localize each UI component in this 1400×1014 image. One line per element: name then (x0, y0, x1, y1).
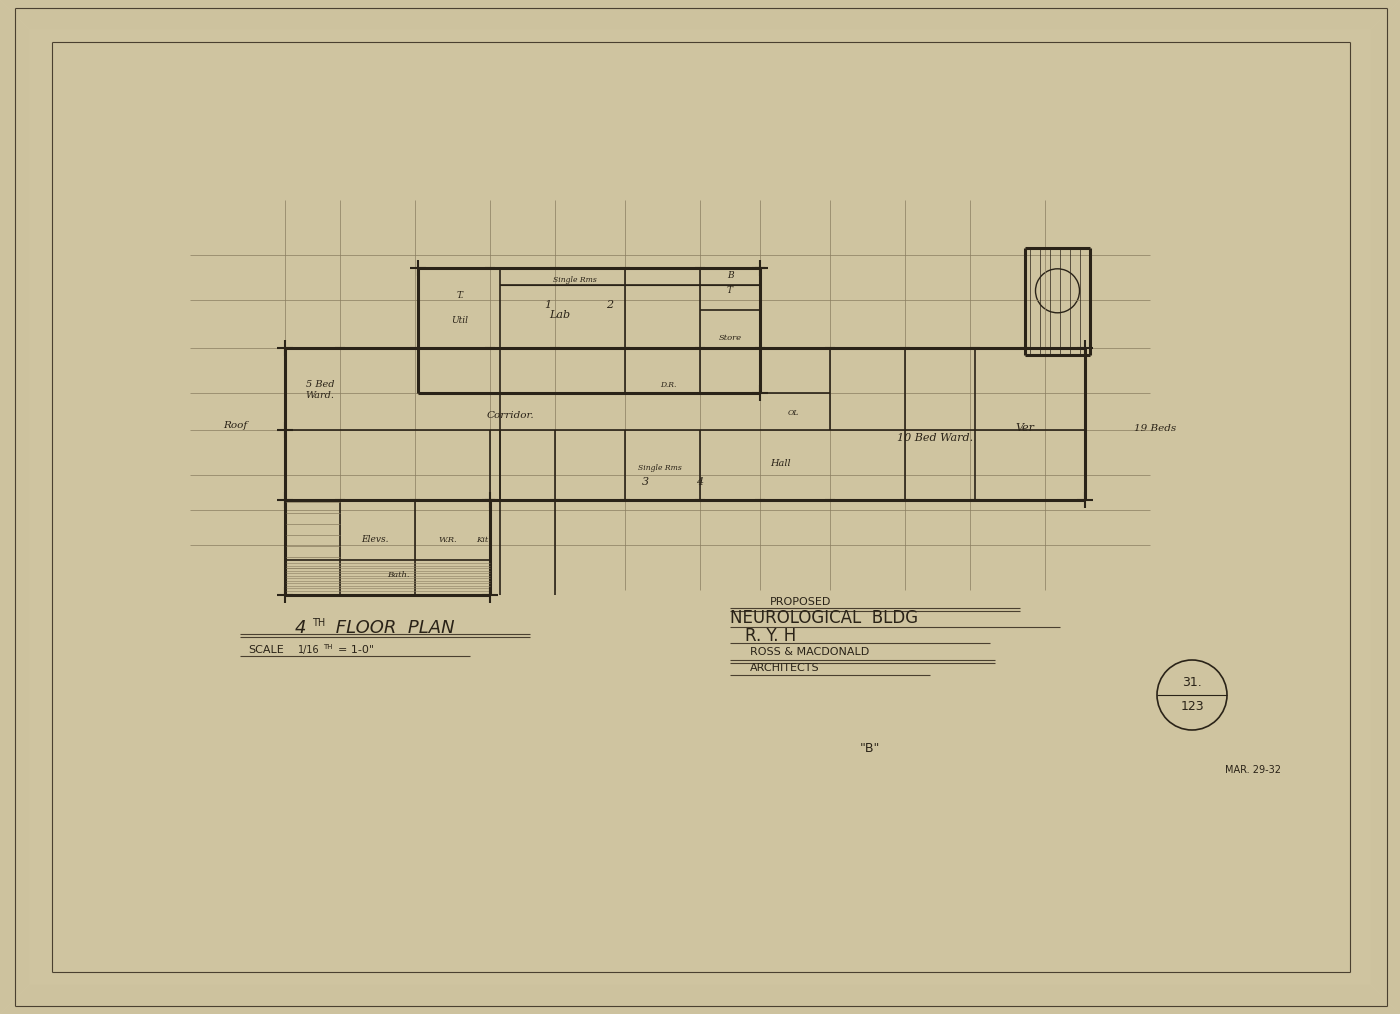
Text: FLOOR  PLAN: FLOOR PLAN (330, 619, 455, 637)
Text: 3: 3 (641, 477, 648, 487)
Text: Single Rms: Single Rms (638, 464, 682, 472)
Text: OL: OL (787, 409, 798, 417)
Text: 2: 2 (606, 300, 613, 310)
Text: TH: TH (323, 644, 333, 650)
Text: 5 Bed
Ward.: 5 Bed Ward. (305, 380, 335, 400)
Text: 4: 4 (295, 619, 307, 637)
Text: Single Rms: Single Rms (553, 276, 596, 284)
Text: 31.: 31. (1182, 676, 1201, 690)
Text: B: B (727, 271, 734, 280)
Text: 10 Bed Ward.: 10 Bed Ward. (897, 433, 973, 443)
Text: PROPOSED: PROPOSED (770, 597, 832, 607)
Text: Corridor.: Corridor. (486, 411, 533, 420)
Text: 123: 123 (1180, 701, 1204, 714)
Text: TH: TH (312, 618, 325, 628)
Text: 1: 1 (545, 300, 552, 310)
Text: ROSS & MACDONALD: ROSS & MACDONALD (750, 647, 869, 657)
Text: = 1-0": = 1-0" (337, 645, 374, 655)
Text: R. Y. H: R. Y. H (745, 627, 797, 645)
Text: Hall: Hall (770, 458, 791, 467)
Text: Ver: Ver (1015, 423, 1035, 433)
Text: W.R.: W.R. (438, 536, 458, 544)
Text: Elevs.: Elevs. (361, 535, 389, 545)
Text: Store: Store (718, 334, 742, 342)
Text: 19 Beds: 19 Beds (1134, 424, 1176, 433)
Text: D.R.: D.R. (659, 381, 676, 389)
Text: "B": "B" (860, 741, 881, 754)
Text: MAR. 29-32: MAR. 29-32 (1225, 765, 1281, 775)
Text: ARCHITECTS: ARCHITECTS (750, 663, 819, 673)
Text: Util: Util (452, 315, 469, 324)
Text: 4: 4 (696, 477, 704, 487)
Text: SCALE: SCALE (248, 645, 284, 655)
Text: Kit: Kit (476, 536, 489, 544)
Text: Roof: Roof (223, 421, 248, 430)
Text: T.: T. (456, 290, 463, 299)
Text: NEUROLOGICAL  BLDG: NEUROLOGICAL BLDG (729, 609, 918, 627)
Text: 1/16: 1/16 (298, 645, 319, 655)
Text: T: T (727, 286, 734, 294)
Text: Lab: Lab (549, 310, 571, 320)
Text: Bath.: Bath. (386, 571, 409, 579)
